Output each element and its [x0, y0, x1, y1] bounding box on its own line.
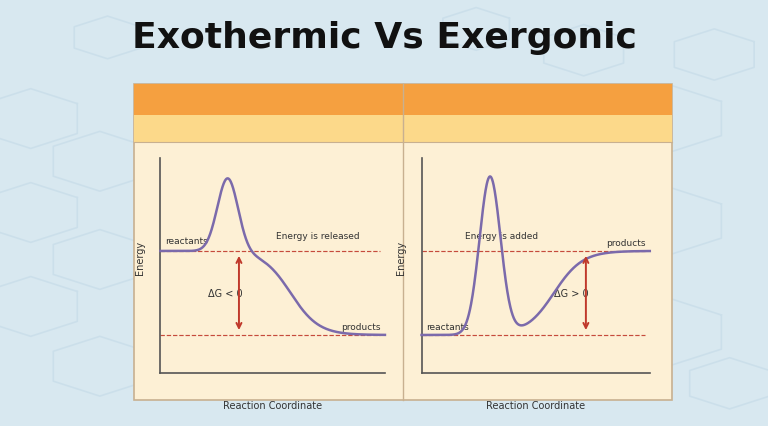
Text: Reaction Coordinate: Reaction Coordinate: [486, 400, 585, 410]
Text: Reaction is spontaneous: Reaction is spontaneous: [210, 124, 327, 134]
Text: ΔG > 0: ΔG > 0: [554, 288, 588, 298]
Text: Energy: Energy: [396, 241, 406, 275]
Text: reactants: reactants: [165, 236, 207, 245]
Text: products: products: [606, 238, 645, 247]
Text: Exothermic Vs Exergonic: Exothermic Vs Exergonic: [131, 21, 637, 55]
Text: Energy is added: Energy is added: [465, 232, 538, 241]
Text: ΔG < 0: ΔG < 0: [207, 288, 242, 298]
Text: Energy: Energy: [135, 241, 145, 275]
Text: EXERGONIC REACTION: ΔG < 0: EXERGONIC REACTION: ΔG < 0: [191, 96, 346, 105]
Text: reactants: reactants: [426, 322, 469, 331]
Text: Reaction is not spontaneous: Reaction is not spontaneous: [470, 124, 605, 134]
Text: Energy is released: Energy is released: [276, 232, 359, 241]
Text: ENDERGONIC REACTION: ΔG > 0: ENDERGONIC REACTION: ΔG > 0: [456, 96, 619, 105]
Text: Reaction Coordinate: Reaction Coordinate: [223, 400, 323, 410]
Text: products: products: [341, 322, 380, 331]
